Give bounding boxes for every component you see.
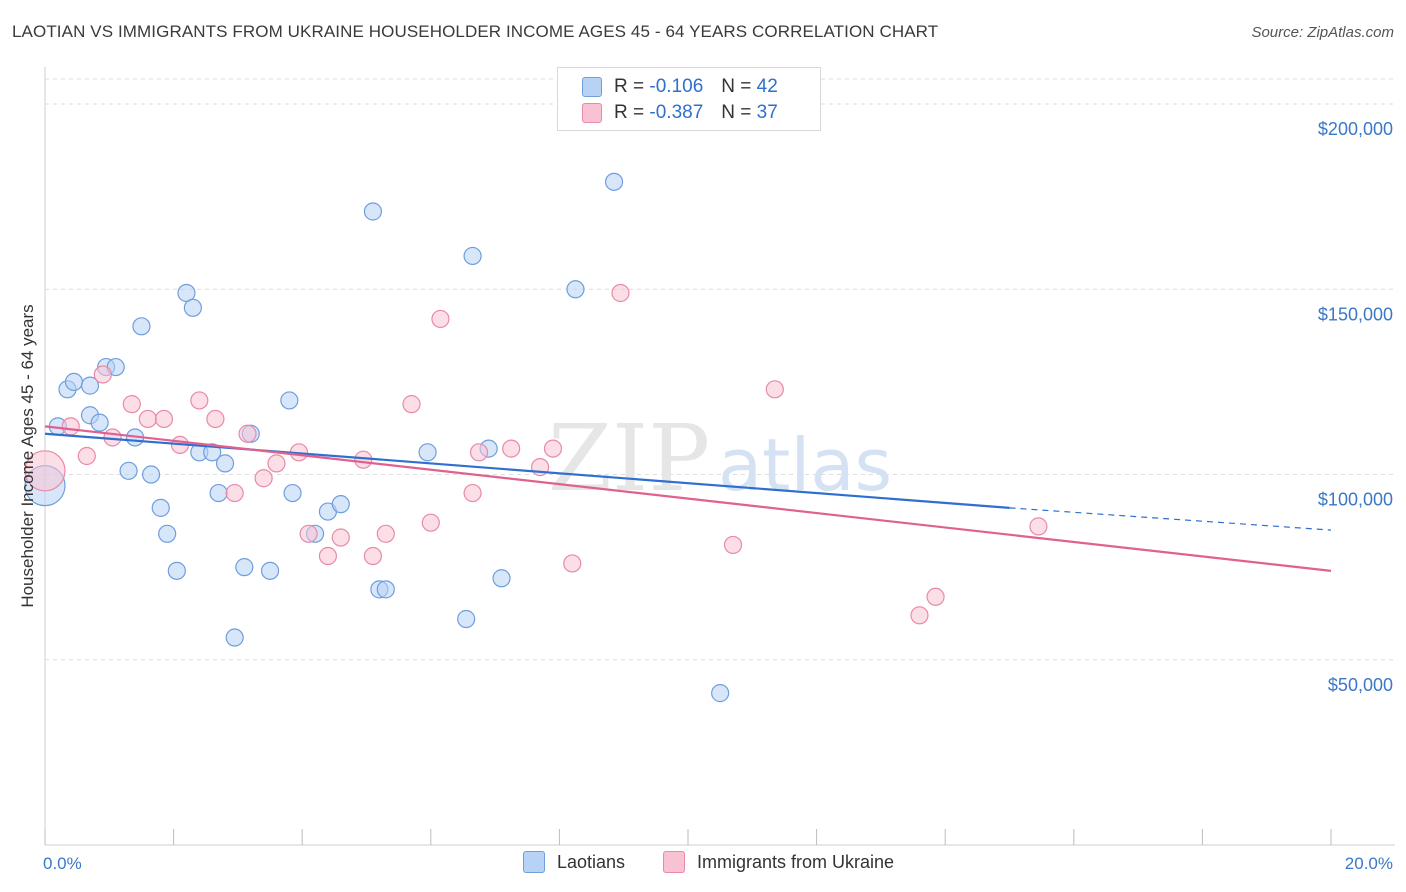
ukraine-point	[431, 309, 450, 329]
ukraine-point	[24, 450, 66, 492]
ukraine-point	[138, 409, 157, 429]
legend-r-label: R =	[614, 76, 645, 97]
correlation-legend: R = -0.106 N = 42 R = -0.387 N = 37	[557, 67, 821, 131]
chart-source: Source: ZipAtlas.com	[1251, 24, 1394, 41]
laotian-point	[209, 483, 228, 503]
x-tick-label-max: 20.0%	[1345, 854, 1393, 873]
ukraine-point	[254, 469, 273, 488]
ukraine-point	[77, 446, 96, 466]
ukraine-point	[765, 380, 784, 399]
legend-n-label: N =	[721, 76, 752, 97]
ukraine-point	[723, 535, 743, 555]
watermark-atlas: atlas	[718, 423, 892, 507]
y-tick-label: $200,000	[1318, 119, 1393, 139]
legend-item-ukraine[interactable]: Immigrants from Ukraine	[663, 851, 894, 873]
legend-n-value: 42	[756, 76, 778, 97]
laotian-point	[711, 684, 730, 703]
legend-swatch-ukraine	[582, 103, 602, 123]
ukraine-point	[331, 528, 350, 547]
laotian-point	[141, 465, 161, 484]
data-points	[24, 172, 1048, 703]
ukraine-point	[502, 439, 521, 458]
ukraine-point	[190, 391, 209, 410]
laotian-trendline	[44, 432, 1010, 509]
laotian-point	[235, 558, 254, 577]
laotian-trendline-extension	[1009, 507, 1332, 531]
ukraine-point	[299, 524, 318, 543]
legend-label-ukraine: Immigrants from Ukraine	[697, 851, 895, 872]
laotian-point	[457, 609, 476, 629]
legend-r-value: -0.387	[649, 102, 704, 123]
ukraine-point	[318, 546, 338, 566]
legend-r-value: -0.106	[649, 76, 704, 97]
watermark-zip: ZIP	[548, 405, 710, 512]
laotian-point	[604, 172, 624, 191]
ukraine-point	[402, 395, 421, 414]
legend-row-ukraine: R = -0.387 N = 37	[582, 100, 778, 126]
laotian-point	[363, 202, 383, 221]
y-tick-label: $150,000	[1318, 304, 1393, 324]
laotian-point	[90, 413, 109, 432]
laotian-point	[64, 372, 84, 392]
laotian-point	[418, 443, 437, 462]
y-axis-title: Householder Income Ages 45 - 64 years	[18, 304, 37, 607]
ukraine-point	[543, 439, 563, 458]
ukraine-point	[225, 483, 244, 503]
x-tick-label-min: 0.0%	[43, 854, 82, 873]
legend-swatch-laotians	[582, 77, 602, 97]
legend-swatch-laotians	[523, 851, 545, 873]
series-legend: Laotians Immigrants from Ukraine	[0, 851, 1406, 877]
legend-swatch-ukraine	[663, 851, 685, 873]
laotian-point	[215, 454, 235, 473]
legend-label-laotians: Laotians	[557, 851, 626, 872]
laotian-point	[463, 246, 482, 266]
laotian-point	[132, 317, 151, 336]
legend-n-label: N =	[721, 102, 752, 123]
ukraine-point	[206, 409, 225, 429]
ukraine-point	[363, 546, 383, 566]
ukraine-trendline	[44, 425, 1332, 572]
ukraine-point	[926, 587, 945, 606]
legend-r-label: R =	[614, 102, 645, 123]
laotian-point	[158, 524, 177, 543]
y-tick-label: $100,000	[1318, 490, 1393, 510]
ukraine-point	[563, 554, 582, 573]
trendlines	[44, 425, 1332, 572]
ukraine-point	[469, 443, 489, 462]
ukraine-point	[238, 424, 257, 443]
legend-n-value: 37	[756, 102, 778, 123]
laotian-point	[492, 569, 511, 588]
laotian-point	[203, 443, 222, 462]
ukraine-point	[421, 513, 440, 532]
y-tick-label: $50,000	[1328, 675, 1393, 695]
legend-row-laotians: R = -0.106 N = 42	[582, 74, 778, 100]
laotian-point	[331, 495, 350, 514]
laotian-point	[183, 298, 202, 317]
laotian-point	[225, 628, 244, 647]
laotian-point	[566, 280, 585, 299]
laotian-point	[260, 561, 280, 580]
ukraine-point	[1029, 517, 1048, 536]
laotian-point	[167, 561, 186, 580]
laotian-point	[151, 498, 170, 517]
laotian-point	[119, 461, 138, 480]
ukraine-point	[611, 283, 630, 303]
laotian-point	[283, 483, 302, 503]
watermark: ZIP atlas	[548, 405, 892, 512]
laotian-point	[80, 376, 100, 395]
ukraine-point	[910, 606, 929, 625]
legend-item-laotians[interactable]: Laotians	[523, 851, 625, 873]
laotian-point	[376, 580, 395, 599]
chart-title: LAOTIAN VS IMMIGRANTS FROM UKRAINE HOUSE…	[12, 22, 939, 41]
laotian-point	[280, 391, 299, 410]
ukraine-point	[267, 454, 286, 473]
ukraine-point	[154, 409, 174, 429]
axis-labels: $50,000 $100,000 $150,000 $200,000 0.0% 20.0%…	[18, 119, 1393, 873]
ukraine-point	[122, 395, 141, 414]
ukraine-point	[93, 365, 112, 384]
ukraine-point	[463, 483, 482, 503]
ukraine-point	[61, 417, 80, 436]
ukraine-point	[376, 524, 395, 543]
